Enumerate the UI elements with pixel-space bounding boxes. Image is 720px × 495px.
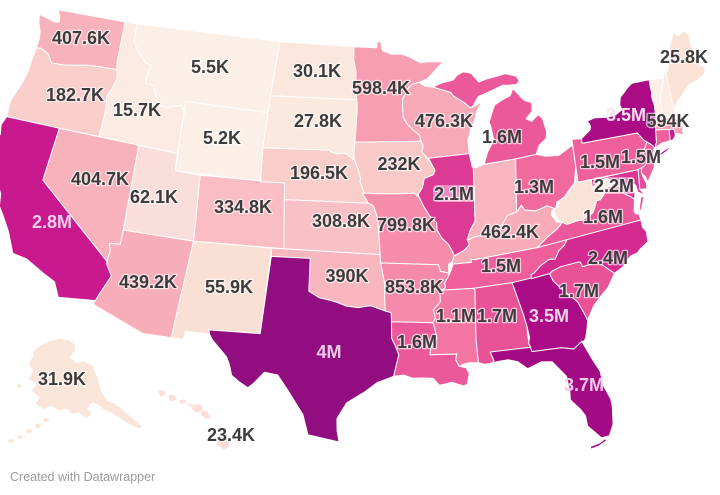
- svg-text:439.2K: 439.2K: [119, 272, 177, 292]
- svg-text:853.8K: 853.8K: [385, 277, 443, 297]
- svg-text:1.6M: 1.6M: [482, 127, 522, 147]
- svg-text:334.8K: 334.8K: [214, 197, 272, 217]
- svg-text:5.2K: 5.2K: [203, 128, 241, 148]
- svg-text:1.7M: 1.7M: [477, 306, 517, 326]
- svg-text:2.2M: 2.2M: [594, 176, 634, 196]
- svg-text:1.6M: 1.6M: [583, 207, 623, 227]
- svg-text:476.3K: 476.3K: [415, 111, 473, 131]
- svg-text:30.1K: 30.1K: [293, 61, 341, 81]
- svg-text:2.8M: 2.8M: [32, 212, 72, 232]
- svg-text:598.4K: 598.4K: [352, 78, 410, 98]
- svg-text:27.8K: 27.8K: [294, 111, 342, 131]
- svg-text:3.7M: 3.7M: [564, 375, 604, 395]
- svg-text:23.4K: 23.4K: [207, 425, 255, 445]
- svg-text:1.1M: 1.1M: [436, 306, 476, 326]
- svg-text:799.8K: 799.8K: [377, 215, 435, 235]
- svg-text:1.3M: 1.3M: [514, 177, 554, 197]
- svg-text:1.6M: 1.6M: [397, 332, 437, 352]
- svg-text:1.5M: 1.5M: [621, 147, 661, 167]
- svg-text:25.8K: 25.8K: [660, 47, 708, 67]
- svg-text:196.5K: 196.5K: [290, 163, 348, 183]
- svg-text:3.5M: 3.5M: [529, 306, 569, 326]
- svg-text:1.5M: 1.5M: [580, 152, 620, 172]
- svg-text:31.9K: 31.9K: [38, 369, 86, 389]
- svg-text:62.1K: 62.1K: [130, 187, 178, 207]
- svg-text:232K: 232K: [377, 154, 420, 174]
- svg-text:308.8K: 308.8K: [312, 211, 370, 231]
- svg-text:390K: 390K: [325, 266, 368, 286]
- svg-text:1.5M: 1.5M: [481, 256, 521, 276]
- svg-text:2.1M: 2.1M: [434, 184, 474, 204]
- svg-text:594K: 594K: [646, 111, 689, 131]
- svg-text:55.9K: 55.9K: [205, 277, 253, 297]
- svg-text:182.7K: 182.7K: [46, 85, 104, 105]
- svg-text:5.5K: 5.5K: [191, 57, 229, 77]
- svg-text:407.6K: 407.6K: [52, 28, 110, 48]
- svg-text:15.7K: 15.7K: [113, 100, 161, 120]
- svg-text:1.7M: 1.7M: [559, 281, 599, 301]
- svg-text:462.4K: 462.4K: [481, 222, 539, 242]
- svg-text:2.4M: 2.4M: [588, 248, 628, 268]
- svg-text:Created with Datawrapper: Created with Datawrapper: [10, 470, 155, 484]
- svg-text:3.5M: 3.5M: [606, 105, 646, 125]
- svg-text:404.7K: 404.7K: [71, 169, 129, 189]
- svg-text:4M: 4M: [316, 342, 341, 362]
